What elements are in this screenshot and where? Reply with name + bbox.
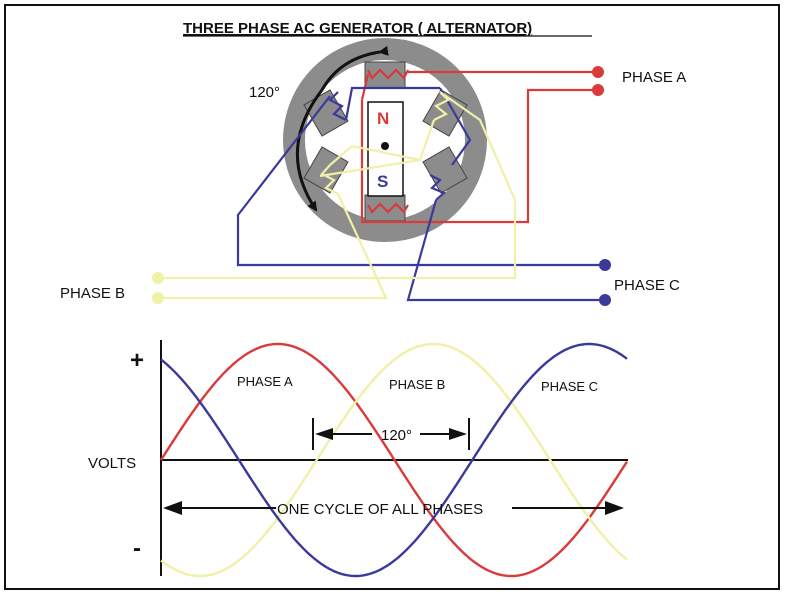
phase-b-wave-label: PHASE B (389, 377, 445, 392)
south-pole-label: S (377, 172, 388, 191)
phase-c-terminal-1 (599, 259, 611, 271)
phase-a-terminal-label: PHASE A (622, 69, 686, 86)
phase-a-wave-label: PHASE A (237, 374, 293, 389)
diagram-title: THREE PHASE AC GENERATOR ( ALTERNATOR) (183, 20, 532, 37)
waveform-graph: + - VOLTS PHASE A PHASE B PHASE C 120° O… (88, 340, 629, 578)
phase-a-wave (159, 342, 629, 578)
diagram-frame (4, 4, 780, 590)
cycle-arrow-right-head (605, 501, 624, 515)
phase-c-wiring (236, 86, 605, 302)
shift-arrow-left-head (315, 428, 333, 440)
cycle-label: ONE CYCLE OF ALL PHASES (277, 501, 483, 518)
angle-label: 120° (249, 84, 280, 101)
phase-b-wiring (158, 91, 517, 300)
volts-label: VOLTS (88, 455, 136, 472)
shift-arrow-right-head (449, 428, 467, 440)
phase-a-terminal-1 (592, 66, 604, 78)
rotation-arc-arrow-top (320, 45, 389, 91)
phase-c-wave (160, 342, 628, 578)
phase-a-wiring (360, 68, 598, 224)
phase-a-terminal-2 (592, 84, 604, 96)
shift-label: 120° (381, 427, 412, 444)
phase-b-wave (160, 342, 628, 578)
rotation-arc-arrow (296, 89, 324, 212)
plus-label: + (130, 347, 144, 374)
phase-b-terminal-1 (152, 272, 164, 284)
phase-c-terminal-2 (599, 294, 611, 306)
north-pole-label: N (377, 109, 389, 128)
rotor-axle (381, 142, 389, 150)
cycle-arrow-left-head (163, 501, 182, 515)
phase-b-terminal-2 (152, 292, 164, 304)
phase-b-terminal-label: PHASE B (60, 285, 125, 302)
minus-label: - (133, 535, 141, 562)
phase-c-wave-label: PHASE C (541, 379, 598, 394)
phase-c-terminal-label: PHASE C (614, 277, 680, 294)
rotor-magnet: N S (367, 101, 404, 197)
